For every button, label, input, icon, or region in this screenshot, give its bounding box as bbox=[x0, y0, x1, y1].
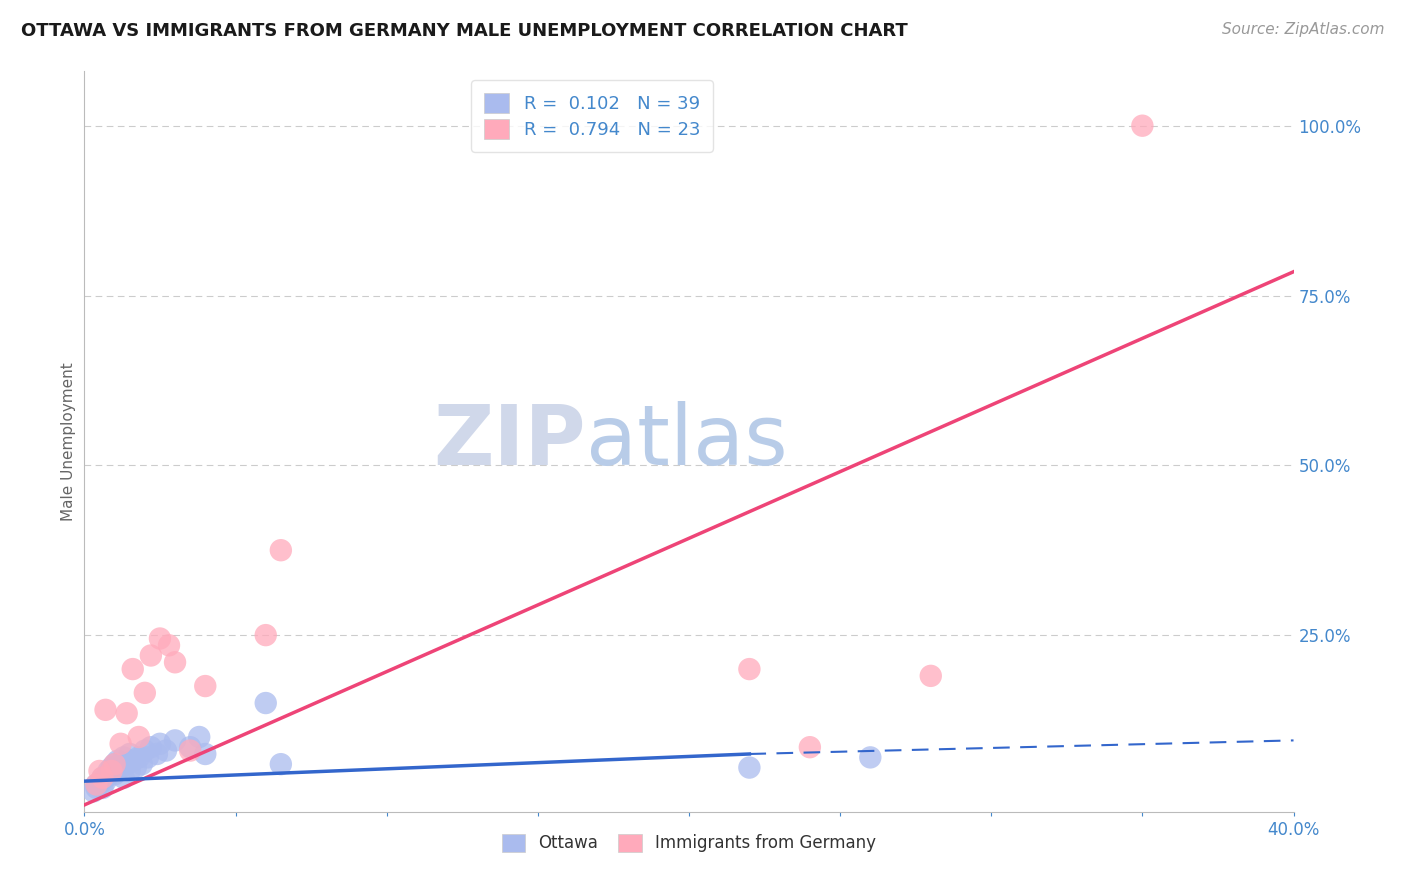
Point bbox=[270, 543, 292, 558]
Point bbox=[165, 655, 187, 669]
Point bbox=[149, 632, 172, 646]
Point bbox=[194, 747, 217, 761]
Point bbox=[179, 740, 201, 755]
Y-axis label: Male Unemployment: Male Unemployment bbox=[60, 362, 76, 521]
Point bbox=[91, 771, 114, 785]
Point bbox=[738, 761, 761, 775]
Point bbox=[149, 737, 172, 751]
Point bbox=[86, 780, 108, 795]
Point bbox=[86, 778, 108, 792]
Point bbox=[165, 733, 187, 747]
Point bbox=[94, 771, 117, 785]
Point bbox=[121, 754, 143, 768]
Point bbox=[859, 750, 882, 764]
Point bbox=[179, 743, 201, 757]
Point bbox=[155, 743, 177, 757]
Point bbox=[270, 757, 292, 772]
Point bbox=[97, 764, 120, 778]
Point bbox=[104, 757, 127, 772]
Point bbox=[1130, 119, 1153, 133]
Text: atlas: atlas bbox=[586, 401, 787, 482]
Point bbox=[86, 778, 108, 792]
Point bbox=[100, 761, 122, 775]
Point bbox=[94, 774, 117, 789]
Point bbox=[104, 767, 127, 781]
Point bbox=[157, 638, 180, 652]
Point bbox=[254, 696, 277, 710]
Point bbox=[100, 764, 122, 778]
Text: OTTAWA VS IMMIGRANTS FROM GERMANY MALE UNEMPLOYMENT CORRELATION CHART: OTTAWA VS IMMIGRANTS FROM GERMANY MALE U… bbox=[21, 22, 908, 40]
Legend: Ottawa, Immigrants from Germany: Ottawa, Immigrants from Germany bbox=[495, 827, 883, 859]
Point bbox=[91, 780, 114, 795]
Point bbox=[136, 750, 159, 764]
Point bbox=[134, 743, 156, 757]
Point bbox=[128, 730, 150, 744]
Point bbox=[194, 679, 217, 693]
Point bbox=[110, 737, 132, 751]
Text: Source: ZipAtlas.com: Source: ZipAtlas.com bbox=[1222, 22, 1385, 37]
Point bbox=[115, 706, 138, 721]
Point bbox=[254, 628, 277, 642]
Point bbox=[104, 757, 127, 772]
Point bbox=[107, 764, 129, 778]
Point bbox=[188, 730, 211, 744]
Point bbox=[131, 757, 153, 772]
Point bbox=[118, 764, 141, 778]
Point bbox=[91, 771, 114, 785]
Point bbox=[112, 771, 135, 785]
Point bbox=[115, 757, 138, 772]
Point bbox=[128, 750, 150, 764]
Point bbox=[82, 784, 104, 798]
Point bbox=[118, 747, 141, 761]
Point bbox=[97, 767, 120, 781]
Point bbox=[110, 761, 132, 775]
Point bbox=[920, 669, 942, 683]
Point bbox=[799, 740, 821, 755]
Point bbox=[125, 761, 148, 775]
Point bbox=[89, 764, 111, 778]
Point bbox=[89, 778, 111, 792]
Point bbox=[139, 740, 162, 755]
Point bbox=[112, 750, 135, 764]
Point bbox=[107, 754, 129, 768]
Text: ZIP: ZIP bbox=[433, 401, 586, 482]
Point bbox=[121, 662, 143, 676]
Point bbox=[134, 686, 156, 700]
Point bbox=[146, 747, 169, 761]
Point bbox=[139, 648, 162, 663]
Point bbox=[94, 703, 117, 717]
Point bbox=[738, 662, 761, 676]
